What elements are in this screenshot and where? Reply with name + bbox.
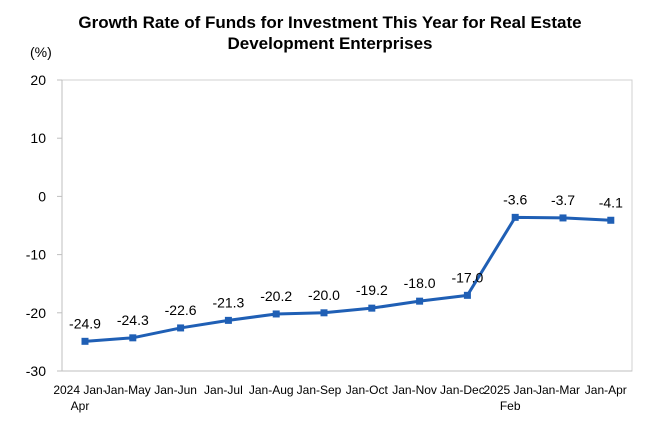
data-point-marker bbox=[81, 337, 89, 345]
y-tick-label: -10 bbox=[26, 247, 46, 263]
data-label: -3.6 bbox=[503, 191, 527, 207]
data-label: -17.0 bbox=[451, 269, 483, 285]
y-tick-label: 20 bbox=[30, 72, 46, 88]
data-point-marker bbox=[463, 291, 471, 299]
x-tick-label: 2025 Jan-Feb bbox=[484, 383, 537, 413]
x-tick-label: Jan-Jun bbox=[154, 383, 197, 397]
data-point-marker bbox=[129, 334, 137, 342]
data-label: -24.9 bbox=[69, 315, 101, 331]
data-label: -18.0 bbox=[404, 275, 436, 291]
x-tick-label: Jan-Oct bbox=[346, 383, 389, 397]
y-axis-unit-label: (%) bbox=[30, 44, 52, 60]
data-label: -20.0 bbox=[308, 287, 340, 303]
data-point-marker bbox=[559, 214, 567, 222]
x-tick-label: Jan-May bbox=[105, 383, 151, 397]
data-label: -24.3 bbox=[117, 312, 149, 328]
chart-title: Growth Rate of Funds for Investment This… bbox=[78, 13, 582, 53]
x-tick-label: Jan-Mar bbox=[536, 383, 580, 397]
data-point-marker bbox=[177, 324, 185, 332]
data-label: -21.3 bbox=[212, 294, 244, 310]
data-label: -19.2 bbox=[356, 282, 388, 298]
x-tick-label: Jan-Jul bbox=[204, 383, 243, 397]
data-label: -20.2 bbox=[260, 288, 292, 304]
x-tick-label: Jan-Dec bbox=[440, 383, 485, 397]
data-label: -4.1 bbox=[599, 194, 623, 210]
series-line bbox=[84, 215, 611, 343]
x-tick-label: Jan-Sep bbox=[297, 383, 342, 397]
y-tick-label: 0 bbox=[38, 188, 46, 204]
x-tick-label: Jan-Apr bbox=[585, 383, 627, 397]
y-tick-label: -30 bbox=[26, 363, 46, 379]
data-label: -3.7 bbox=[551, 192, 575, 208]
x-tick-label: Jan-Nov bbox=[392, 383, 437, 397]
data-point-marker bbox=[511, 213, 519, 221]
y-tick-label: 10 bbox=[30, 130, 46, 146]
x-tick-label: 2024 Jan-Apr bbox=[53, 383, 106, 413]
data-point-marker bbox=[416, 297, 424, 305]
data-label: -22.6 bbox=[165, 302, 197, 318]
data-point-marker bbox=[320, 309, 328, 317]
data-point-marker bbox=[368, 304, 376, 312]
data-point-marker bbox=[607, 216, 615, 224]
data-point-marker bbox=[272, 310, 280, 318]
y-tick-label: -20 bbox=[26, 305, 46, 321]
x-tick-label: Jan-Aug bbox=[249, 383, 294, 397]
data-point-marker bbox=[224, 316, 232, 324]
